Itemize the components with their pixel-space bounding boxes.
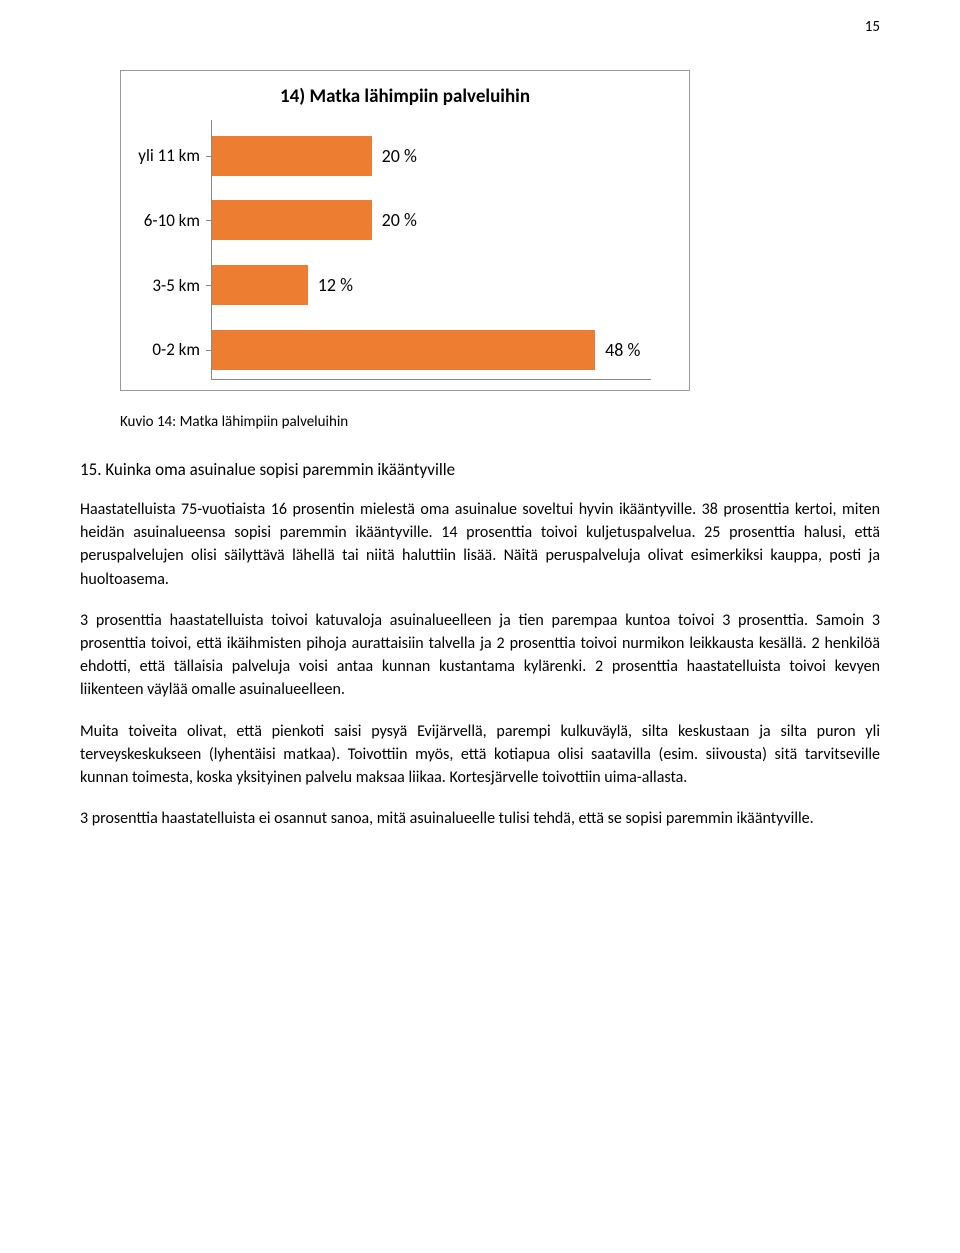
paragraph-1: Haastatelluista 75-vuotiaista 16 prosent…: [80, 498, 880, 591]
bar-category-label: 6-10 km: [144, 210, 200, 231]
chart-plot: yli 11 km20 % 6-10 km20 % 3-5 km12 % 0-2 km…: [211, 120, 651, 380]
bar-value-label: 20 %: [382, 209, 417, 231]
paragraph-4: 3 prosenttia haastatelluista ei osannut …: [80, 807, 880, 830]
page-number: 15: [865, 18, 880, 36]
bar: [212, 265, 308, 305]
paragraph-2: 3 prosenttia haastatelluista toivoi katu…: [80, 609, 880, 702]
bar-row: yli 11 km20 %: [212, 136, 651, 176]
bar: [212, 330, 595, 370]
bar-value-label: 12 %: [318, 274, 353, 296]
chart-container: 14) Matka lähimpiin palveluihin yli 11 k…: [120, 70, 690, 391]
bar-row: 3-5 km12 %: [212, 265, 651, 305]
bar-row: 0-2 km48 %: [212, 330, 651, 370]
bar-row: 6-10 km20 %: [212, 200, 651, 240]
axis-tick: [206, 156, 212, 157]
chart-title: 14) Matka lähimpiin palveluihin: [139, 85, 671, 108]
bar-category-label: 3-5 km: [152, 275, 200, 296]
bar: [212, 200, 372, 240]
section-heading: 15. Kuinka oma asuinalue sopisi paremmin…: [80, 459, 880, 480]
bar-value-label: 48 %: [605, 339, 640, 361]
chart-caption: Kuvio 14: Matka lähimpiin palveluihin: [120, 413, 880, 431]
bar-category-label: 0-2 km: [152, 339, 200, 360]
paragraph-3: Muita toiveita olivat, että pienkoti sai…: [80, 720, 880, 790]
axis-tick: [206, 285, 212, 286]
axis-tick: [206, 350, 212, 351]
axis-tick: [206, 220, 212, 221]
bar-value-label: 20 %: [382, 145, 417, 167]
bar-category-label: yli 11 km: [138, 145, 200, 166]
bar: [212, 136, 372, 176]
